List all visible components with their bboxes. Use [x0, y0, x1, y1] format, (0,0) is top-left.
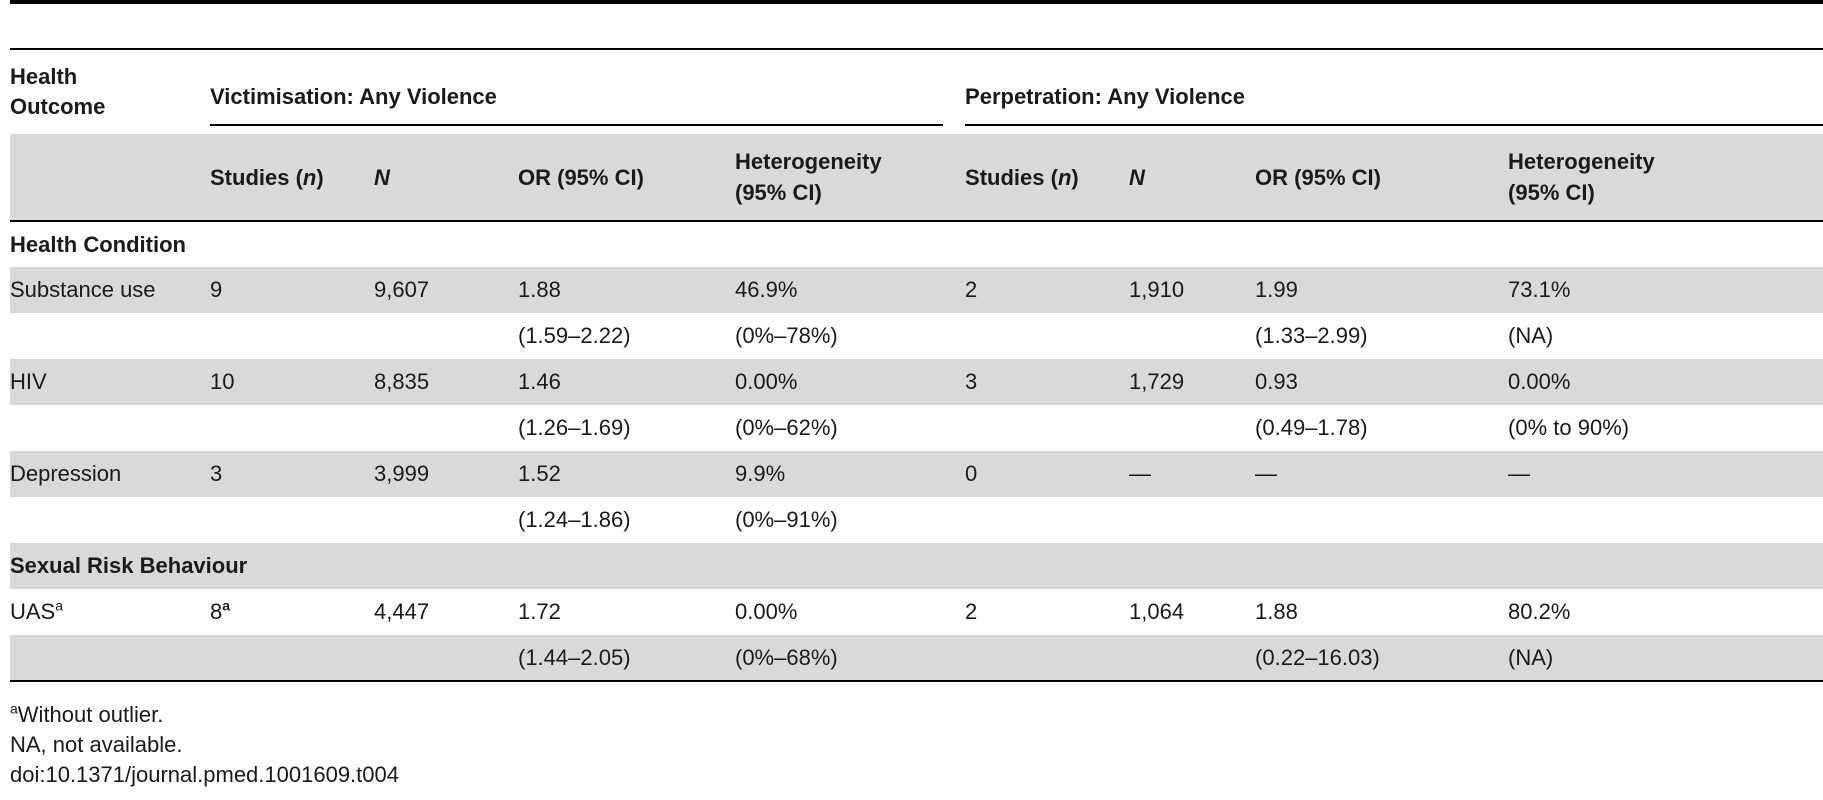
outcome-cell: UASa	[10, 597, 64, 624]
table-header-rule	[10, 48, 1823, 50]
v-studies-cell: 10	[210, 369, 235, 394]
v-het-cell: 0.00%	[735, 369, 798, 394]
table-row: Substance use 9 9,607 1.88 46.9% 2 1,910…	[10, 267, 1823, 313]
table-footnotes: aWithout outlier. NA, not available. doi…	[10, 700, 399, 790]
p-het-ci-cell: (NA)	[1508, 635, 1823, 682]
p-het-ci-cell: (0% to 90%)	[1508, 415, 1630, 440]
results-table: Health Outcome Victimisation: Any Violen…	[10, 50, 1823, 682]
p-het-cell: —	[1508, 461, 1531, 486]
column-header-empty	[10, 134, 210, 222]
v-or-ci-cell: (1.24–1.86)	[518, 507, 631, 532]
v-n-cell: 9,607	[374, 277, 430, 302]
column-header-v-studies: Studies (n)	[210, 134, 374, 222]
p-studies-cell: 2	[965, 277, 978, 302]
v-het-ci-cell: (0%–78%)	[735, 323, 838, 348]
p-het-ci-cell: (NA)	[1508, 323, 1554, 348]
v-or-ci-cell: (1.59–2.22)	[518, 323, 631, 348]
p-or-ci-cell: (0.22–16.03)	[1255, 635, 1509, 682]
column-header-row: Studies (n) N OR (95% CI) Heterogeneity …	[10, 134, 1823, 222]
p-or-ci-cell: (1.33–2.99)	[1255, 323, 1368, 348]
v-studies-cell: 9	[210, 277, 223, 302]
section-row-sexual-risk: Sexual Risk Behaviour	[10, 543, 1823, 589]
p-het-ci-cell	[1508, 497, 1823, 543]
p-n-cell: 1,064	[1129, 599, 1185, 624]
p-or-ci-cell: (0.49–1.78)	[1255, 415, 1368, 440]
doi-text: doi:10.1371/journal.pmed.1001609.t004	[10, 762, 399, 787]
column-header-p-heterogeneity: Heterogeneity (95% CI)	[1508, 134, 1823, 222]
section-title: Sexual Risk Behaviour	[10, 553, 248, 578]
p-n-cell: 1,729	[1129, 369, 1185, 394]
table-row-ci: (1.24–1.86) (0%–91%)	[10, 497, 1823, 543]
v-studies-cell: 3	[210, 461, 223, 486]
p-studies-cell: 0	[965, 461, 978, 486]
p-or-ci-cell	[1255, 497, 1508, 543]
outcome-cell: Substance use	[10, 277, 156, 302]
column-header-v-or: OR (95% CI)	[518, 134, 735, 222]
footnote-marker: a	[222, 597, 231, 614]
column-header-v-heterogeneity: Heterogeneity (95% CI)	[735, 134, 966, 222]
v-or-ci-cell: (1.44–2.05)	[518, 635, 735, 682]
section-row-health-condition: Health Condition	[10, 221, 1823, 267]
column-header-p-or: OR (95% CI)	[1255, 134, 1509, 222]
v-n-cell: 8,835	[374, 369, 430, 394]
victimisation-group-header: Victimisation: Any Violence	[210, 50, 965, 134]
v-het-cell: 0.00%	[735, 599, 798, 624]
footnote-marker: a	[55, 597, 64, 614]
outcome-header: Health Outcome	[10, 64, 106, 119]
v-het-ci-cell: (0%–62%)	[735, 415, 838, 440]
column-header-p-studies: Studies (n)	[965, 134, 1130, 222]
p-n-cell: —	[1129, 461, 1152, 486]
v-or-ci-cell: (1.26–1.69)	[518, 415, 631, 440]
outcome-cell: HIV	[10, 369, 47, 394]
footnote-na: NA, not available.	[10, 732, 183, 757]
p-or-cell: —	[1255, 461, 1278, 486]
v-or-cell: 1.46	[518, 369, 561, 394]
v-het-cell: 9.9%	[735, 461, 786, 486]
p-or-cell: 1.88	[1255, 599, 1298, 624]
table-top-rule	[10, 0, 1823, 4]
v-or-cell: 1.52	[518, 461, 561, 486]
p-het-cell: 80.2%	[1508, 599, 1571, 624]
column-header-v-n: N	[374, 134, 518, 222]
table-row-ci: (1.44–2.05) (0%–68%) (0.22–16.03) (NA)	[10, 635, 1823, 682]
v-or-cell: 1.72	[518, 599, 561, 624]
p-or-cell: 0.93	[1255, 369, 1298, 394]
v-n-cell: 4,447	[374, 599, 430, 624]
table-row-ci: (1.26–1.69) (0%–62%) (0.49–1.78) (0% to …	[10, 405, 1823, 451]
table-row-ci: (1.59–2.22) (0%–78%) (1.33–2.99) (NA)	[10, 313, 1823, 359]
section-title: Health Condition	[10, 231, 186, 257]
p-studies-cell: 3	[965, 369, 978, 394]
p-studies-cell: 2	[965, 599, 978, 624]
p-n-cell: 1,910	[1129, 277, 1185, 302]
column-header-p-n: N	[1129, 134, 1256, 222]
p-het-cell: 0.00%	[1508, 369, 1571, 394]
v-het-cell: 46.9%	[735, 277, 798, 302]
p-het-cell: 73.1%	[1508, 277, 1571, 302]
v-studies-cell: 8a	[210, 597, 231, 624]
v-het-ci-cell: (0%–68%)	[735, 635, 966, 682]
table-row: HIV 10 8,835 1.46 0.00% 3 1,729 0.93 0.0…	[10, 359, 1823, 405]
v-or-cell: 1.88	[518, 277, 561, 302]
group-header-row: Health Outcome Victimisation: Any Violen…	[10, 50, 1823, 134]
table-row: UASa 8a 4,447 1.72 0.00% 2 1,064 1.88 80…	[10, 589, 1823, 635]
v-het-ci-cell: (0%–91%)	[735, 507, 838, 532]
table-row: Depression 3 3,999 1.52 9.9% 0 — — —	[10, 451, 1823, 497]
v-n-cell: 3,999	[374, 461, 430, 486]
perpetration-group-header: Perpetration: Any Violence	[965, 50, 1823, 134]
p-or-cell: 1.99	[1255, 277, 1298, 302]
outcome-cell: Depression	[10, 461, 122, 486]
footnote-a: aWithout outlier.	[10, 700, 164, 727]
